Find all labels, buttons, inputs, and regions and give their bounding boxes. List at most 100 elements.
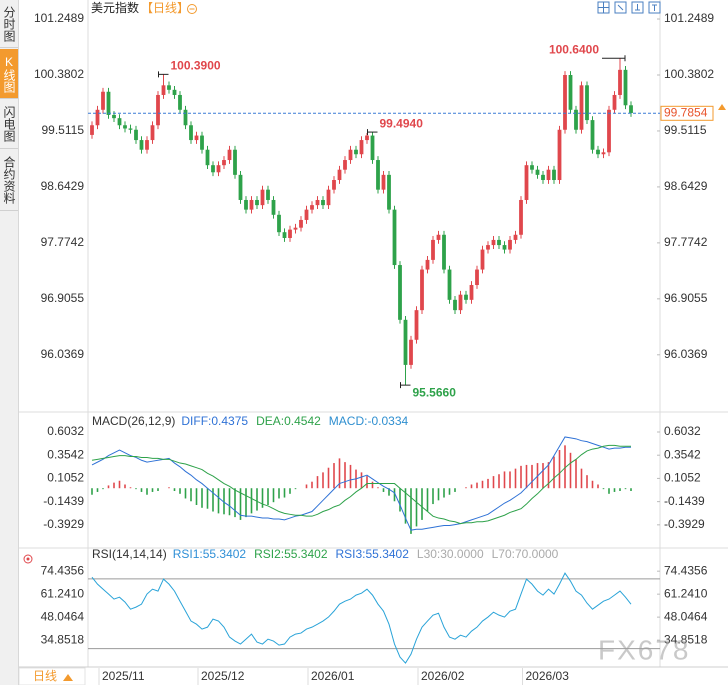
y-tick-label: -0.3929 (43, 517, 84, 531)
y-tick-label-right: -0.3929 (664, 517, 705, 531)
indicator-title: RSI(14,14,14) (92, 547, 167, 561)
legend-entry: RSI3:55.3402 (336, 547, 410, 561)
candle-body (178, 94, 182, 110)
y-tick-label: 61.2410 (41, 586, 85, 600)
legend-entry: L70:70.0000 (492, 547, 559, 561)
candle-body (491, 239, 496, 246)
instrument-title: 美元指数 (91, 0, 139, 15)
candle-body (464, 294, 468, 300)
extreme-label: 100.3900 (171, 59, 221, 73)
extreme-label: 95.5660 (413, 385, 457, 399)
y-tick-label-right: 101.2489 (664, 11, 714, 25)
candle-body (161, 85, 166, 95)
candle-body (546, 169, 551, 181)
y-tick-label: 99.5115 (42, 123, 85, 137)
candle-body (370, 135, 375, 161)
footer-period[interactable]: 日线 (33, 669, 57, 683)
candle-body (480, 249, 485, 270)
candle-body (376, 160, 380, 190)
y-tick-label: 74.4356 (41, 563, 85, 577)
y-tick-label: 98.6429 (41, 179, 85, 193)
candle-body (216, 165, 221, 173)
candle-body (134, 129, 138, 141)
candle-body (315, 199, 320, 206)
y-tick-label: -0.1439 (43, 494, 84, 508)
candle-body (409, 339, 413, 365)
candle-body (249, 199, 254, 210)
collapse-icon[interactable] (187, 4, 197, 14)
candle-body (277, 214, 281, 233)
candle-body (563, 75, 567, 130)
candle-body (530, 165, 534, 170)
y-tick-label-right: 48.0464 (664, 609, 708, 623)
current-price-box (660, 105, 714, 121)
candle-body (343, 160, 347, 170)
extreme-label: 100.6400 (549, 42, 599, 56)
toolbar-icons[interactable] (597, 1, 661, 14)
candle-body (398, 265, 402, 320)
candle-body (453, 299, 457, 311)
candle-body (623, 69, 628, 106)
candle-body (145, 140, 149, 150)
candle-body (299, 219, 303, 228)
candle-body (326, 189, 331, 206)
candle-body (200, 135, 204, 150)
y-tick-label-right: -0.1439 (664, 494, 705, 508)
candle-body (244, 199, 248, 210)
y-tick-label: 34.8518 (41, 632, 85, 646)
candle-body (156, 94, 160, 126)
y-tick-label-right: 74.4356 (664, 563, 708, 577)
y-tick-label: 100.3802 (34, 67, 84, 81)
candle-body (260, 189, 265, 206)
y-tick-label: 97.7742 (41, 235, 85, 249)
candle-body (106, 91, 111, 115)
candle-body (310, 205, 314, 210)
y-tick-label-right: 98.6429 (664, 179, 708, 193)
candle-body (585, 85, 589, 121)
candle-body (359, 140, 364, 155)
indicator-title: MACD(26,12,9) (92, 414, 175, 428)
candle-body (552, 169, 556, 181)
candle-body (211, 165, 215, 173)
candle-body (266, 189, 270, 200)
candle-body (618, 69, 622, 95)
current-price-arrow (718, 104, 726, 110)
candle-body (365, 135, 369, 141)
candle-body (123, 125, 127, 129)
y-tick-label-right: 100.3802 (664, 67, 714, 81)
candle-body (90, 125, 94, 135)
candle-body (381, 174, 386, 190)
indicator-line (91, 572, 632, 664)
sidebar-tab[interactable]: 合约资料 (0, 150, 18, 211)
candle-body (469, 285, 474, 300)
candle-body (222, 160, 226, 166)
candle-body (574, 109, 578, 130)
candle-body (332, 180, 336, 190)
candle-body (519, 199, 523, 235)
candle-body (194, 135, 199, 141)
candle-body (95, 109, 100, 126)
candle-body (436, 234, 441, 240)
legend-entry: L30:30.0000 (417, 547, 484, 561)
sidebar-tab[interactable]: 分时图 (0, 0, 18, 48)
current-price-label: 99.7854 (664, 105, 708, 119)
candle-body (579, 85, 584, 130)
candle-body (304, 209, 309, 220)
candle-body (101, 91, 105, 110)
period-dropdown-arrow[interactable] (63, 674, 73, 681)
legend-entry: RSI1:55.3402 (173, 547, 247, 561)
sidebar-tab[interactable]: 闪电图 (0, 100, 18, 149)
candle-body (475, 269, 479, 286)
x-tick-label: 2025/12 (201, 669, 245, 683)
candle-body (282, 232, 287, 238)
indicator-line (91, 436, 631, 531)
candle-body (497, 239, 501, 246)
rsi-settings-icon[interactable] (23, 554, 33, 564)
candle-body (387, 174, 391, 210)
sidebar-tab[interactable]: K线图 (0, 49, 18, 99)
legend-entry: MACD:-0.0334 (329, 414, 409, 428)
y-tick-label: 96.9055 (41, 291, 85, 305)
candle-body (541, 174, 545, 181)
candle-body (288, 229, 292, 238)
